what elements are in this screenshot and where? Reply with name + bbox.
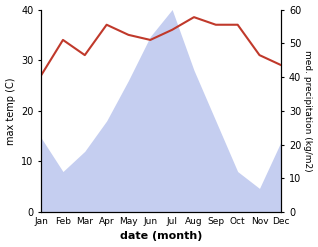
X-axis label: date (month): date (month) xyxy=(120,231,203,242)
Y-axis label: max temp (C): max temp (C) xyxy=(5,77,16,144)
Y-axis label: med. precipitation (kg/m2): med. precipitation (kg/m2) xyxy=(303,50,313,172)
